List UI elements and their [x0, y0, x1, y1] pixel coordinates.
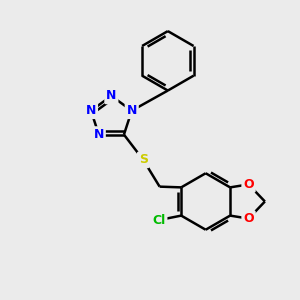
Text: S: S [139, 153, 148, 167]
Text: N: N [86, 104, 96, 117]
Text: N: N [94, 128, 104, 141]
Text: N: N [127, 104, 137, 117]
Text: O: O [243, 178, 254, 191]
Text: N: N [106, 89, 116, 102]
Text: Cl: Cl [152, 214, 166, 226]
Text: O: O [243, 212, 254, 225]
